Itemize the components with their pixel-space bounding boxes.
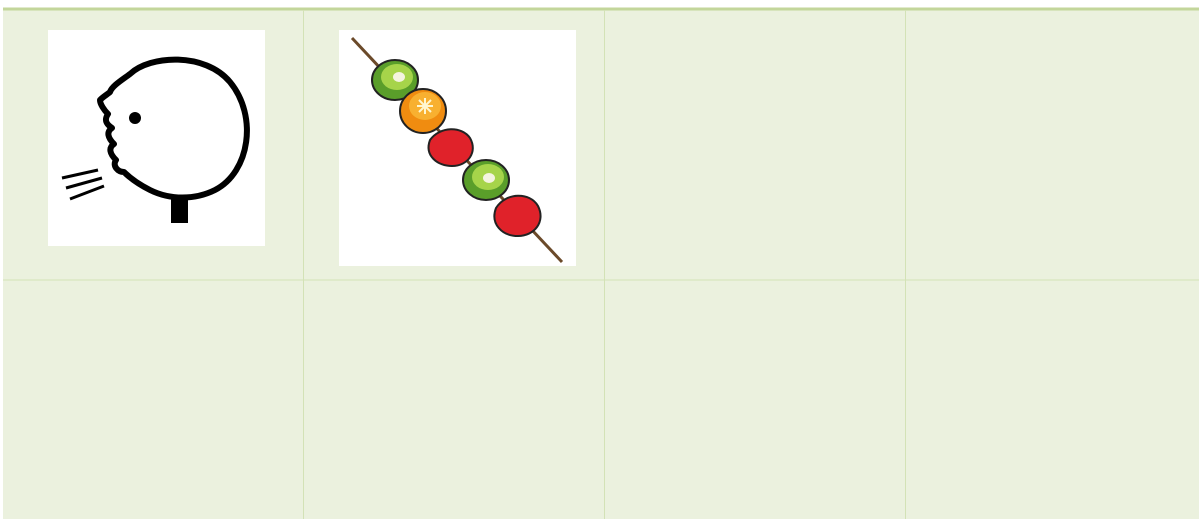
fruit-skewer-pictogram: [339, 30, 576, 266]
screen: [0, 0, 1199, 519]
strawberry: [429, 129, 473, 166]
kiwi: [463, 160, 509, 200]
orange: [400, 89, 446, 133]
page: [0, 0, 1199, 519]
strawberry: [494, 196, 540, 236]
blow-pictogram: [48, 30, 265, 246]
eye: [129, 112, 141, 124]
neck: [171, 196, 188, 223]
